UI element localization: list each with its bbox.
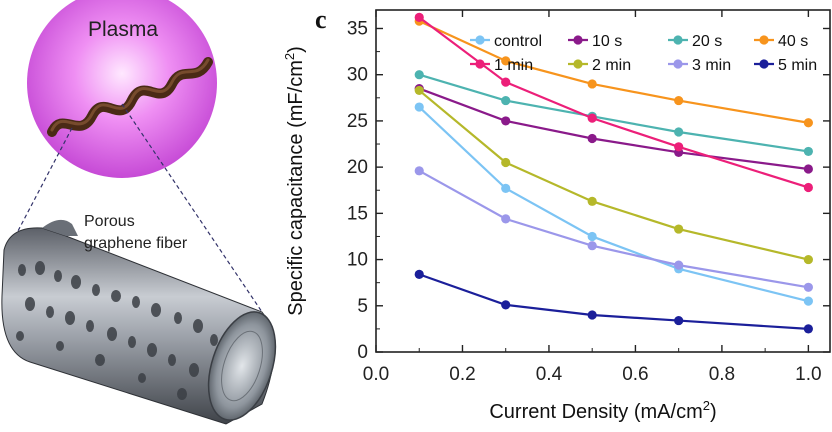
zoom-lines — [7, 103, 263, 313]
y-tick-label: 35 — [347, 18, 368, 39]
data-point-1-min — [803, 182, 813, 193]
legend-label-10-s: 10 s — [592, 33, 622, 50]
data-point-20-s — [501, 95, 511, 106]
data-point-control — [414, 102, 424, 112]
data-point-1-min — [587, 113, 597, 123]
y-tick-label: 20 — [347, 157, 368, 178]
legend-label-3-min: 3 min — [692, 57, 731, 74]
data-point-20-s — [674, 127, 684, 137]
y-axis-title: Specific capacitance (mF/cm2) — [282, 46, 307, 316]
x-tick-label: 0.0 — [363, 364, 389, 385]
legend-label-40-s: 40 s — [778, 33, 808, 50]
data-point-40-s — [803, 118, 813, 128]
data-point-control — [587, 231, 597, 242]
data-point-20-s — [414, 70, 424, 80]
porous-fiber-tube: Porous graphene fiber — [1, 213, 277, 425]
plasma-illustration: Plasma — [27, 0, 217, 178]
data-point-40-s — [501, 56, 511, 66]
x-tick-label: 0.6 — [622, 364, 648, 385]
data-point-20-s — [803, 146, 813, 157]
data-point-2-min — [674, 224, 684, 234]
data-point-1-min — [501, 77, 511, 87]
data-point-5-min — [803, 324, 813, 334]
legend-marker-1-min — [475, 59, 485, 69]
graphene-fiber-highlight — [50, 58, 210, 132]
plasma-label: Plasma — [88, 18, 158, 41]
panel-letter: c — [315, 5, 327, 34]
legend: control 10 s 20 s 40 s 1 min 2 min 3 min 5 min — [470, 33, 817, 74]
y-tick-label: 5 — [357, 296, 368, 317]
y-tick-label: 30 — [347, 65, 368, 86]
fiber-label-line2: graphene fiber — [84, 235, 188, 252]
y-tick-label: 25 — [347, 111, 368, 132]
data-point-3-min — [587, 241, 597, 251]
x-tick-label: 0.2 — [449, 364, 475, 385]
data-point-3-min — [803, 282, 813, 292]
data-point-40-s — [674, 95, 684, 106]
data-point-control — [501, 183, 511, 193]
legend-marker-40-s — [759, 35, 769, 45]
data-point-1-min — [414, 12, 424, 22]
series-line-2-min — [418, 89, 809, 261]
x-axis-title: Current Density (mA/cm2) — [489, 398, 716, 423]
legend-label-5-min: 5 min — [778, 57, 817, 74]
legend-marker-5-min — [759, 59, 769, 69]
x-tick-label: 1.0 — [795, 364, 821, 385]
data-point-10-s — [803, 164, 813, 174]
legend-marker-control — [475, 35, 485, 45]
legend-label-2-min: 2 min — [592, 57, 631, 74]
data-point-2-min — [501, 157, 511, 168]
series-layer — [414, 12, 813, 334]
zoom-line-left — [7, 127, 73, 251]
x-tick-label: 0.4 — [536, 364, 563, 385]
data-point-3-min — [674, 260, 684, 270]
tube-top-bend — [42, 219, 78, 236]
fiber-label-line1: Porous — [84, 213, 135, 230]
data-point-5-min — [414, 269, 424, 279]
plot-frame — [375, 9, 831, 353]
chart: 0 5 10 15 20 25 30 35 0.0 0.2 0.4 0.6 0.8 1.0 contro… — [282, 9, 831, 423]
legend-label-20-s: 20 s — [692, 33, 722, 50]
data-point-3-min — [414, 166, 424, 176]
data-point-2-min — [587, 196, 597, 206]
data-point-control — [803, 296, 813, 306]
y-axis-ticks: 0 5 10 15 20 25 30 35 — [347, 18, 830, 363]
y-tick-label: 15 — [347, 203, 368, 224]
data-point-40-s — [587, 79, 597, 89]
data-point-5-min — [587, 310, 597, 320]
x-axis-ticks: 0.0 0.2 0.4 0.6 0.8 1.0 — [363, 10, 822, 385]
tube-pores — [16, 261, 218, 400]
data-point-1-min — [674, 142, 684, 152]
tube-end-inner — [221, 330, 263, 402]
data-point-2-min — [414, 85, 424, 96]
x-tick-label: 0.8 — [709, 364, 735, 385]
data-point-5-min — [674, 315, 684, 326]
legend-marker-20-s — [673, 35, 683, 45]
tube-end-face — [207, 311, 277, 421]
series-line-3-min — [418, 169, 809, 289]
data-point-2-min — [803, 254, 813, 265]
legend-marker-10-s — [573, 35, 583, 45]
legend-marker-3-min — [673, 59, 683, 69]
data-point-10-s — [501, 116, 511, 126]
series-line-10-s — [418, 87, 809, 171]
legend-label-1-min: 1 min — [494, 57, 533, 74]
series-line-5-min — [418, 273, 809, 330]
data-point-3-min — [501, 214, 511, 224]
y-tick-label: 10 — [347, 250, 368, 271]
data-point-5-min — [501, 300, 511, 310]
plasma-sphere — [27, 0, 217, 178]
data-point-10-s — [587, 133, 597, 144]
y-tick-label: 0 — [357, 342, 368, 363]
legend-marker-2-min — [573, 59, 583, 69]
legend-label-control: control — [494, 33, 542, 50]
